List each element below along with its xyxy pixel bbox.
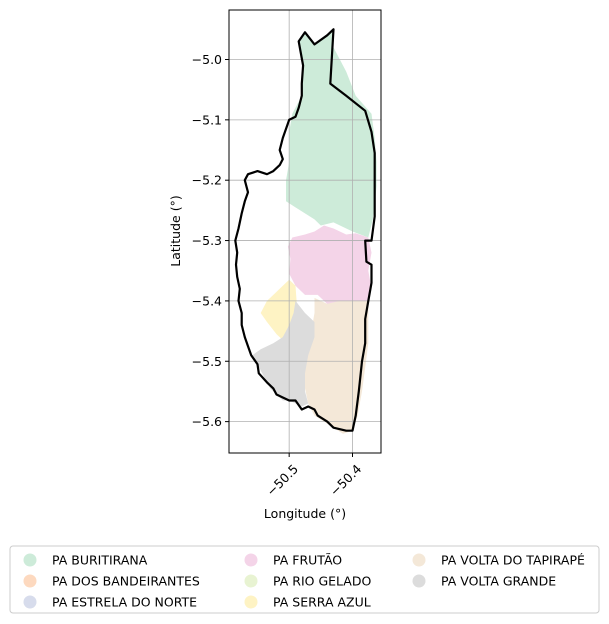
municipality-boundary	[234, 28, 376, 432]
region-pa-volta-do-tapirap-	[305, 297, 369, 434]
y-tick-label: −5.2	[192, 173, 222, 188]
y-tick-label: −5.6	[192, 414, 222, 429]
legend-label: PA SERRA AZUL	[273, 595, 371, 610]
legend-label: PA VOLTA DO TAPIRAPÉ	[441, 553, 585, 568]
boundary	[234, 28, 376, 432]
y-axis-ticks: −5.0 −5.1 −5.2 −5.3 −5.4 −5.5 −5.6	[192, 52, 229, 429]
legend-frame	[9, 545, 600, 614]
legend-marker	[244, 574, 258, 588]
region-pa-buritirana	[286, 29, 377, 238]
legend-marker	[23, 595, 37, 609]
legend: PA BURITIRANA PA DOS BANDEIRANTES PA ESTRE…	[9, 545, 600, 614]
legend-label: PA ESTRELA DO NORTE	[52, 595, 197, 610]
region-pa-serra-azul	[260, 279, 297, 341]
legend-label: PA DOS BANDEIRANTES	[52, 574, 200, 589]
legend-marker	[23, 574, 37, 588]
legend-marker	[244, 595, 258, 609]
region-pa-frut-o	[287, 225, 372, 307]
legend-marker	[412, 574, 426, 588]
legend-marker	[23, 553, 37, 567]
y-tick-label: −5.3	[192, 233, 222, 248]
x-tick-label: −50.5	[263, 461, 301, 499]
y-axis-label: Latitude (°)	[168, 195, 183, 266]
legend-items: PA BURITIRANA PA DOS BANDEIRANTES PA ESTRE…	[23, 553, 585, 610]
legend-label: PA RIO GELADO	[273, 574, 371, 589]
map-regions	[252, 29, 377, 434]
region-pa-volta-grande	[252, 300, 315, 407]
legend-marker	[412, 553, 426, 567]
x-axis-label: Longitude (°)	[264, 506, 346, 521]
legend-label: PA FRUTÃO	[273, 553, 342, 568]
x-axis-ticks: −50.5 −50.4	[263, 453, 364, 499]
y-tick-label: −5.0	[192, 52, 222, 67]
legend-marker	[244, 553, 258, 567]
y-tick-label: −5.1	[192, 112, 222, 127]
plot-frame	[228, 9, 382, 454]
legend-label: PA BURITIRANA	[52, 553, 148, 568]
y-tick-label: −5.4	[192, 293, 222, 308]
legend-label: PA VOLTA GRANDE	[441, 574, 556, 589]
x-tick-label: −50.4	[327, 461, 365, 499]
y-tick-label: −5.5	[192, 354, 222, 369]
